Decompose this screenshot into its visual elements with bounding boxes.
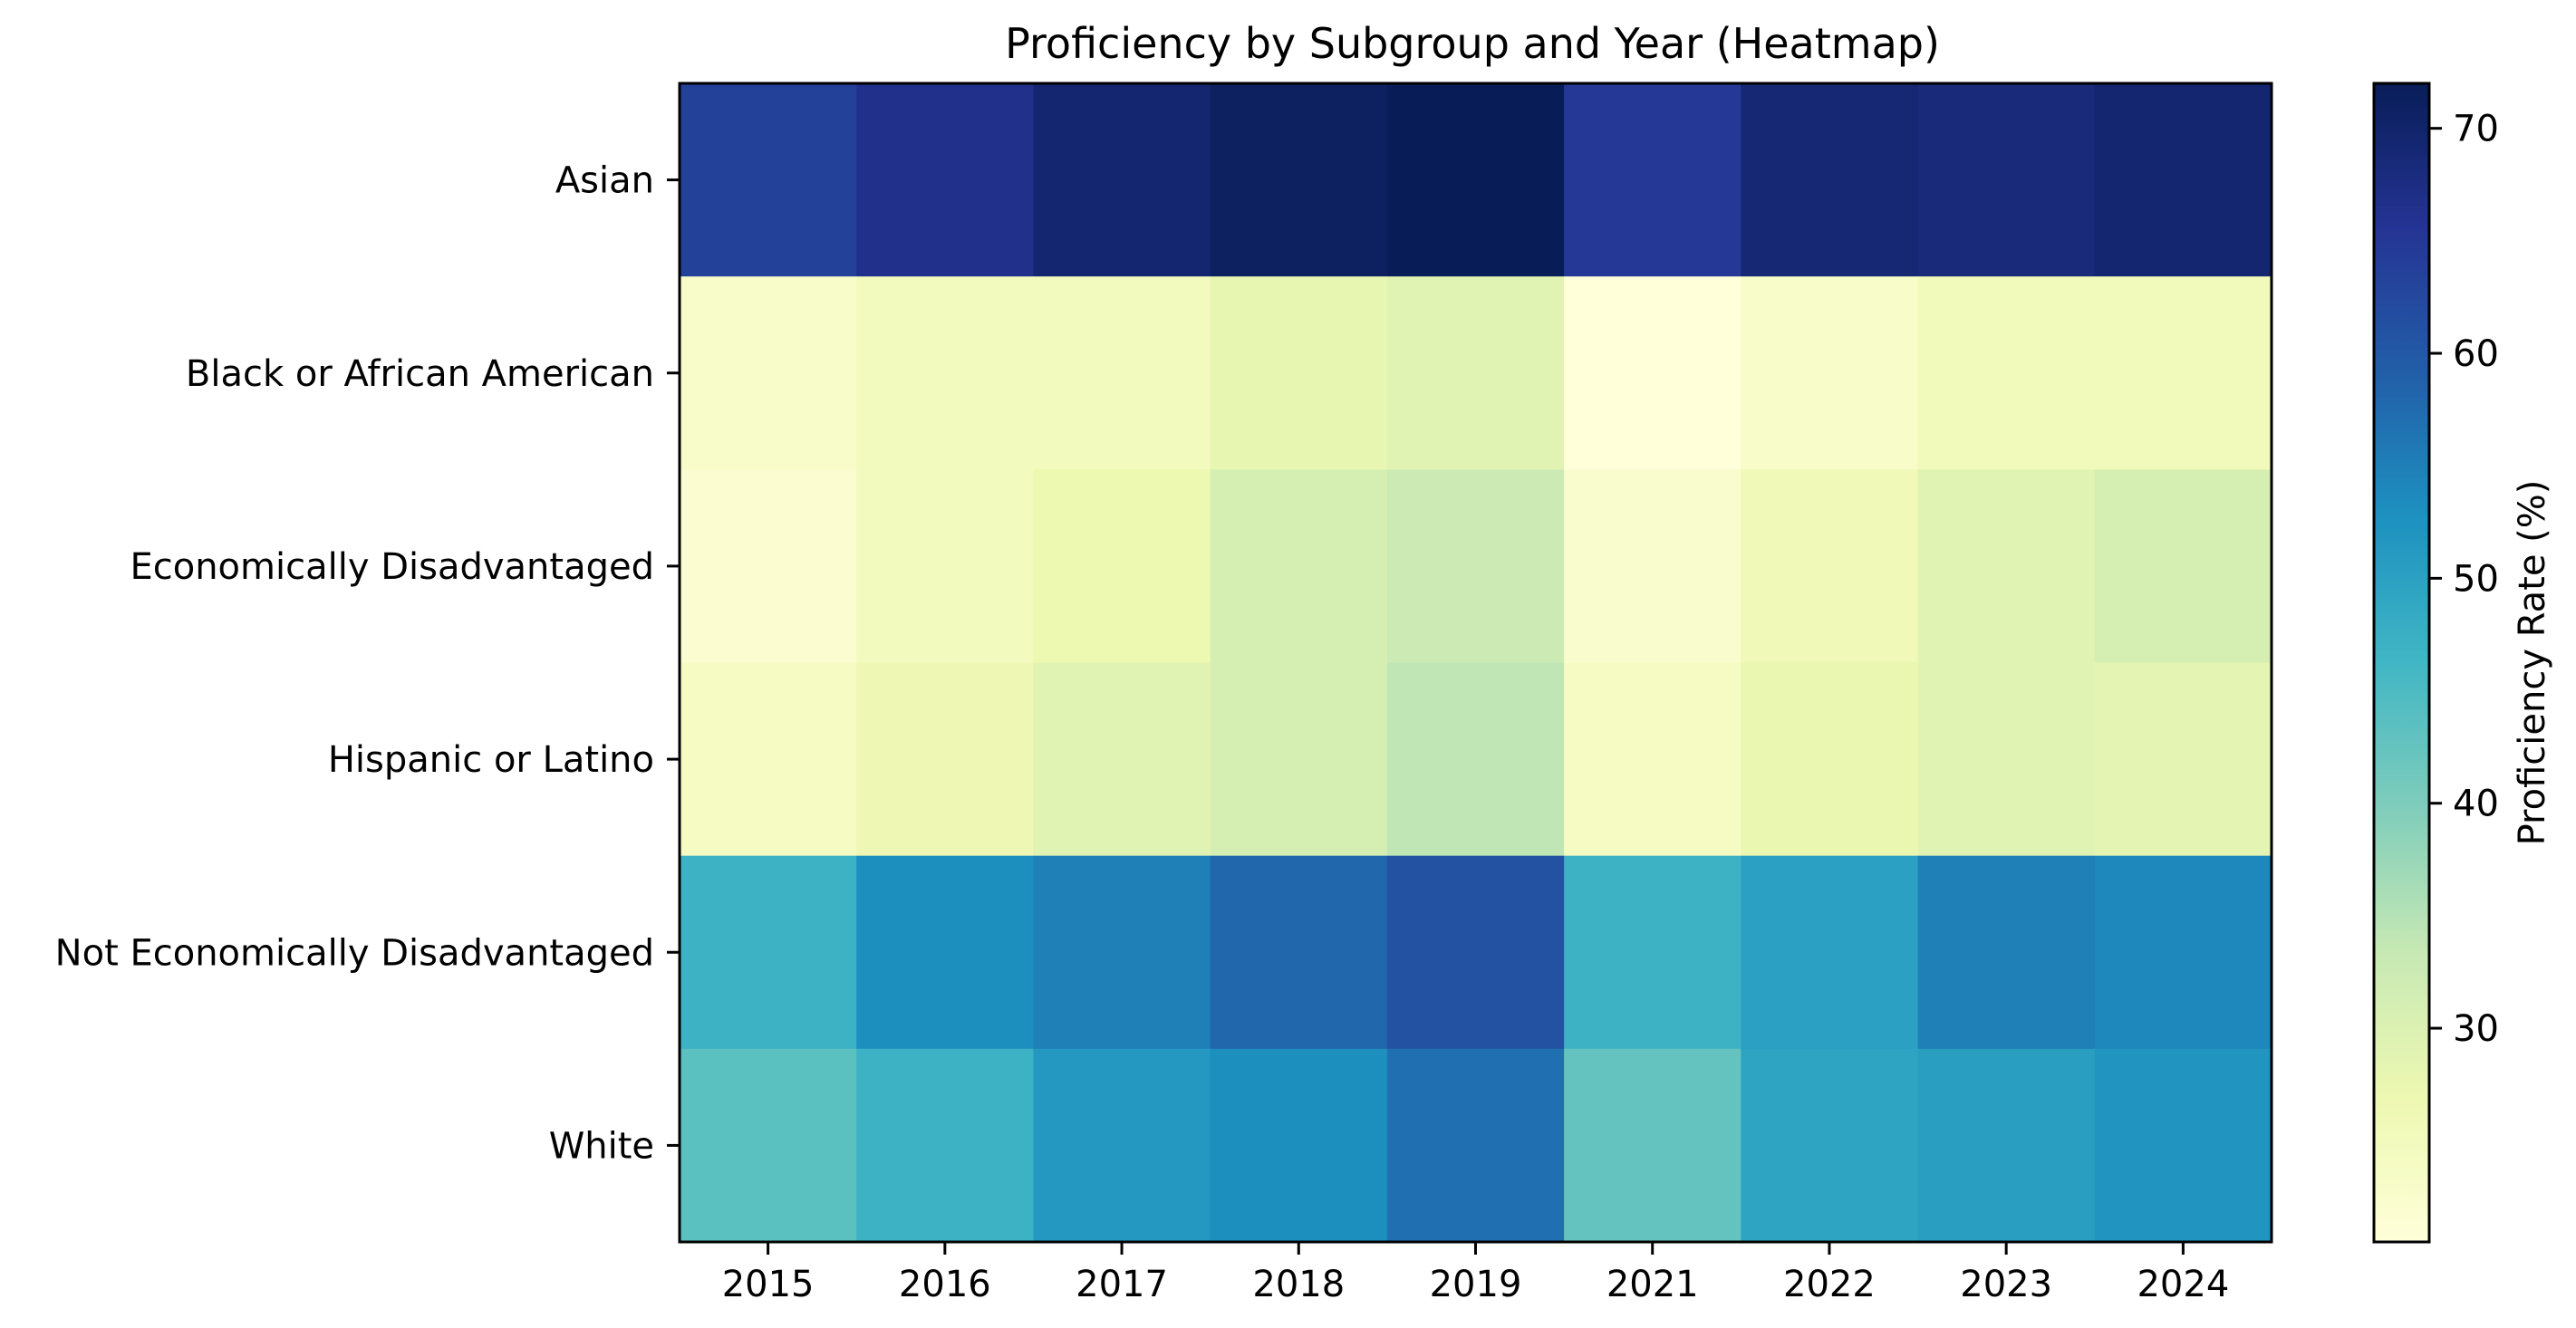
colorbar-tick-label: 40 xyxy=(2453,784,2499,825)
x-tick-label: 2022 xyxy=(1783,1264,1876,1305)
heatmap-cell-0-1 xyxy=(856,83,1035,277)
heatmap-cell-3-8 xyxy=(2094,662,2272,857)
heatmap-cell-0-5 xyxy=(1564,83,1741,277)
heatmap-cell-4-7 xyxy=(1917,855,2096,1050)
y-tick-label: White xyxy=(549,1125,654,1167)
heatmap-cells xyxy=(680,83,2272,1243)
heatmap-cell-2-7 xyxy=(1917,469,2096,664)
heatmap-cell-2-8 xyxy=(2094,469,2272,664)
y-tick-label: Hispanic or Latino xyxy=(328,739,654,781)
colorbar: 30 40 50 60 70 Proficiency Rate (%) xyxy=(2372,82,2553,1244)
x-tick-label: 2018 xyxy=(1252,1264,1345,1305)
heatmap-cell-3-6 xyxy=(1741,662,1919,857)
heatmap-cell-2-1 xyxy=(856,469,1035,664)
heatmap-cell-1-3 xyxy=(1210,276,1388,470)
heatmap-cell-0-3 xyxy=(1210,83,1388,277)
heatmap-cell-0-2 xyxy=(1033,83,1211,277)
heatmap-cell-1-2 xyxy=(1033,276,1211,470)
y-tick-label: Black or African American xyxy=(186,353,654,395)
heatmap-cell-3-4 xyxy=(1386,662,1565,857)
heatmap-cell-1-4 xyxy=(1386,276,1565,470)
colorbar-tick-label: 50 xyxy=(2453,558,2499,600)
x-tick-label: 2021 xyxy=(1606,1264,1699,1305)
heatmap-cell-1-5 xyxy=(1564,276,1741,470)
heatmap-cell-5-1 xyxy=(856,1048,1035,1243)
colorbar-label: Proficiency Rate (%) xyxy=(2512,480,2553,846)
heatmap-cell-2-3 xyxy=(1210,469,1388,664)
chart-title: Proficiency by Subgroup and Year (Heatma… xyxy=(1005,19,1940,68)
colorbar-tick-label: 60 xyxy=(2453,333,2499,375)
heatmap-cell-4-1 xyxy=(856,855,1035,1050)
heatmap-cell-5-4 xyxy=(1386,1048,1565,1243)
heatmap-cell-1-1 xyxy=(856,276,1035,470)
heatmap-cell-2-6 xyxy=(1741,469,1919,664)
colorbar-ticks: 30 40 50 60 70 xyxy=(2429,109,2499,1050)
heatmap-cell-3-2 xyxy=(1033,662,1211,857)
colorbar-frame xyxy=(2372,82,2431,1244)
heatmap-cell-3-0 xyxy=(680,662,857,857)
heatmap-cell-0-4 xyxy=(1386,83,1565,277)
x-tick-label: 2023 xyxy=(1960,1264,2052,1305)
heatmap-cell-3-5 xyxy=(1564,662,1741,857)
heatmap-cell-4-2 xyxy=(1033,855,1211,1050)
y-axis: Asian Black or African American Economical… xyxy=(55,160,680,1167)
heatmap-cell-4-5 xyxy=(1564,855,1741,1050)
heatmap-cell-0-7 xyxy=(1917,83,2096,277)
heatmap-cell-2-5 xyxy=(1564,469,1741,664)
heatmap-cell-5-6 xyxy=(1741,1048,1919,1243)
heatmap-cell-2-2 xyxy=(1033,469,1211,664)
heatmap-cell-2-0 xyxy=(680,469,857,664)
heatmap-cell-4-3 xyxy=(1210,855,1388,1050)
heatmap-cell-1-6 xyxy=(1741,276,1919,470)
heatmap-cell-3-3 xyxy=(1210,662,1388,857)
x-tick-label: 2024 xyxy=(2137,1264,2229,1305)
heatmap-cell-4-4 xyxy=(1386,855,1565,1050)
heatmap-cell-5-2 xyxy=(1033,1048,1211,1243)
heatmap-cell-0-6 xyxy=(1741,83,1919,277)
x-tick-label: 2016 xyxy=(899,1264,991,1305)
x-tick-label: 2015 xyxy=(722,1264,815,1305)
heatmap-cell-1-0 xyxy=(680,276,857,470)
heatmap-cell-3-1 xyxy=(856,662,1035,857)
colorbar-gradient xyxy=(2374,83,2429,1242)
heatmap-cell-0-0 xyxy=(680,83,857,277)
heatmap-cell-1-8 xyxy=(2094,276,2272,470)
heatmap-cell-4-0 xyxy=(680,855,857,1050)
heatmap-cell-5-3 xyxy=(1210,1048,1388,1243)
x-axis: 2015 2016 2017 2018 2019 2021 2022 2023 2024 xyxy=(722,1242,2229,1305)
heatmap-cell-5-8 xyxy=(2094,1048,2272,1243)
x-tick-label: 2019 xyxy=(1430,1264,1522,1305)
heatmap-cell-2-4 xyxy=(1386,469,1565,664)
heatmap-cell-3-7 xyxy=(1917,662,2096,857)
heatmap-cell-4-6 xyxy=(1741,855,1919,1050)
colorbar-tick-label: 30 xyxy=(2453,1008,2499,1050)
x-tick-label: 2017 xyxy=(1076,1264,1168,1305)
heatmap-cell-1-7 xyxy=(1917,276,2096,470)
colorbar-tick-label: 70 xyxy=(2453,109,2499,150)
y-tick-label: Economically Disadvantaged xyxy=(130,546,654,588)
heatmap-cell-5-0 xyxy=(680,1048,857,1243)
heatmap-cell-5-5 xyxy=(1564,1048,1741,1243)
heatmap-cell-0-8 xyxy=(2094,83,2272,277)
y-tick-label: Not Economically Disadvantaged xyxy=(55,932,654,974)
y-tick-label: Asian xyxy=(555,160,654,202)
heatmap-cell-5-7 xyxy=(1917,1048,2096,1243)
heatmap-cell-4-8 xyxy=(2094,855,2272,1050)
